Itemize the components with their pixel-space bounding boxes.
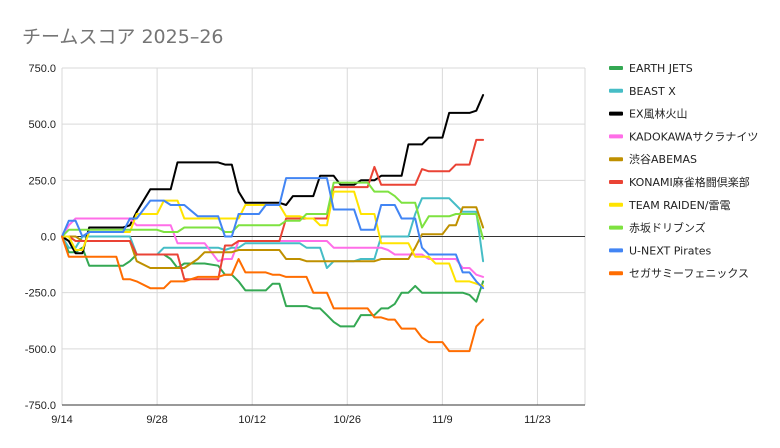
legend-label: 赤坂ドリブンズ bbox=[629, 221, 706, 235]
y-tick-label: 0.0 bbox=[41, 232, 56, 244]
legend-swatch bbox=[609, 248, 623, 253]
legend-swatch bbox=[609, 157, 623, 162]
series-line- bbox=[61, 235, 485, 353]
x-tick-label: 11/23 bbox=[524, 414, 551, 426]
legend-label: セガサミーフェニックス bbox=[629, 267, 749, 280]
series-line-ex bbox=[61, 94, 485, 255]
x-tick-label: 10/26 bbox=[334, 414, 362, 426]
chart-title: チームスコア 2025–26 bbox=[22, 26, 224, 48]
series-line- bbox=[61, 181, 485, 240]
legend-label: KONAMI麻雀格闘倶楽部 bbox=[629, 175, 750, 189]
y-tick-label: 250.0 bbox=[28, 175, 56, 187]
series-line-abemas bbox=[61, 206, 485, 269]
x-tick-label: 11/9 bbox=[432, 414, 453, 426]
series-line-kadokawa bbox=[61, 217, 485, 278]
y-tick-label: -750.0 bbox=[25, 400, 56, 412]
series-lines bbox=[61, 94, 485, 353]
series-line-team-raiden bbox=[61, 190, 485, 287]
x-tick-label: 9/14 bbox=[51, 414, 72, 426]
legend-swatch bbox=[609, 180, 623, 184]
y-tick-label: 500.0 bbox=[28, 119, 56, 131]
legend: EARTH JETS BEAST X EX風林火山 KADOKAWAサクラナイツ渋谷A… bbox=[609, 62, 758, 280]
x-tick-label: 10/12 bbox=[238, 414, 266, 426]
series-line-u-next-pirates bbox=[61, 177, 485, 290]
legend-swatch bbox=[609, 202, 623, 207]
y-tick-label: 750.0 bbox=[28, 63, 56, 75]
legend-swatch bbox=[609, 134, 623, 139]
legend-label: EX風林火山 bbox=[629, 107, 688, 121]
legend-label: TEAM RAIDEN/雷電 bbox=[628, 199, 731, 212]
legend-label: U-NEXT Pirates bbox=[629, 244, 712, 257]
x-tick-label: 9/28 bbox=[146, 414, 167, 426]
legend-swatch bbox=[609, 88, 623, 93]
y-tick-label: -250.0 bbox=[25, 288, 56, 300]
axes: 750.0 500.0 250.0 0.0 -250.0 -500.0 -750.0 9/14… bbox=[25, 63, 585, 426]
y-tick-label: -500.0 bbox=[25, 344, 56, 356]
legend-swatch bbox=[609, 225, 623, 230]
legend-label: 渋谷ABEMAS bbox=[629, 153, 697, 166]
series-line-konami bbox=[61, 138, 485, 281]
legend-label: EARTH JETS bbox=[629, 62, 693, 75]
legend-swatch bbox=[609, 66, 623, 70]
legend-label: KADOKAWAサクラナイツ bbox=[629, 130, 758, 143]
legend-swatch bbox=[609, 271, 623, 276]
legend-label: BEAST X bbox=[629, 85, 676, 98]
legend-swatch bbox=[609, 111, 623, 116]
